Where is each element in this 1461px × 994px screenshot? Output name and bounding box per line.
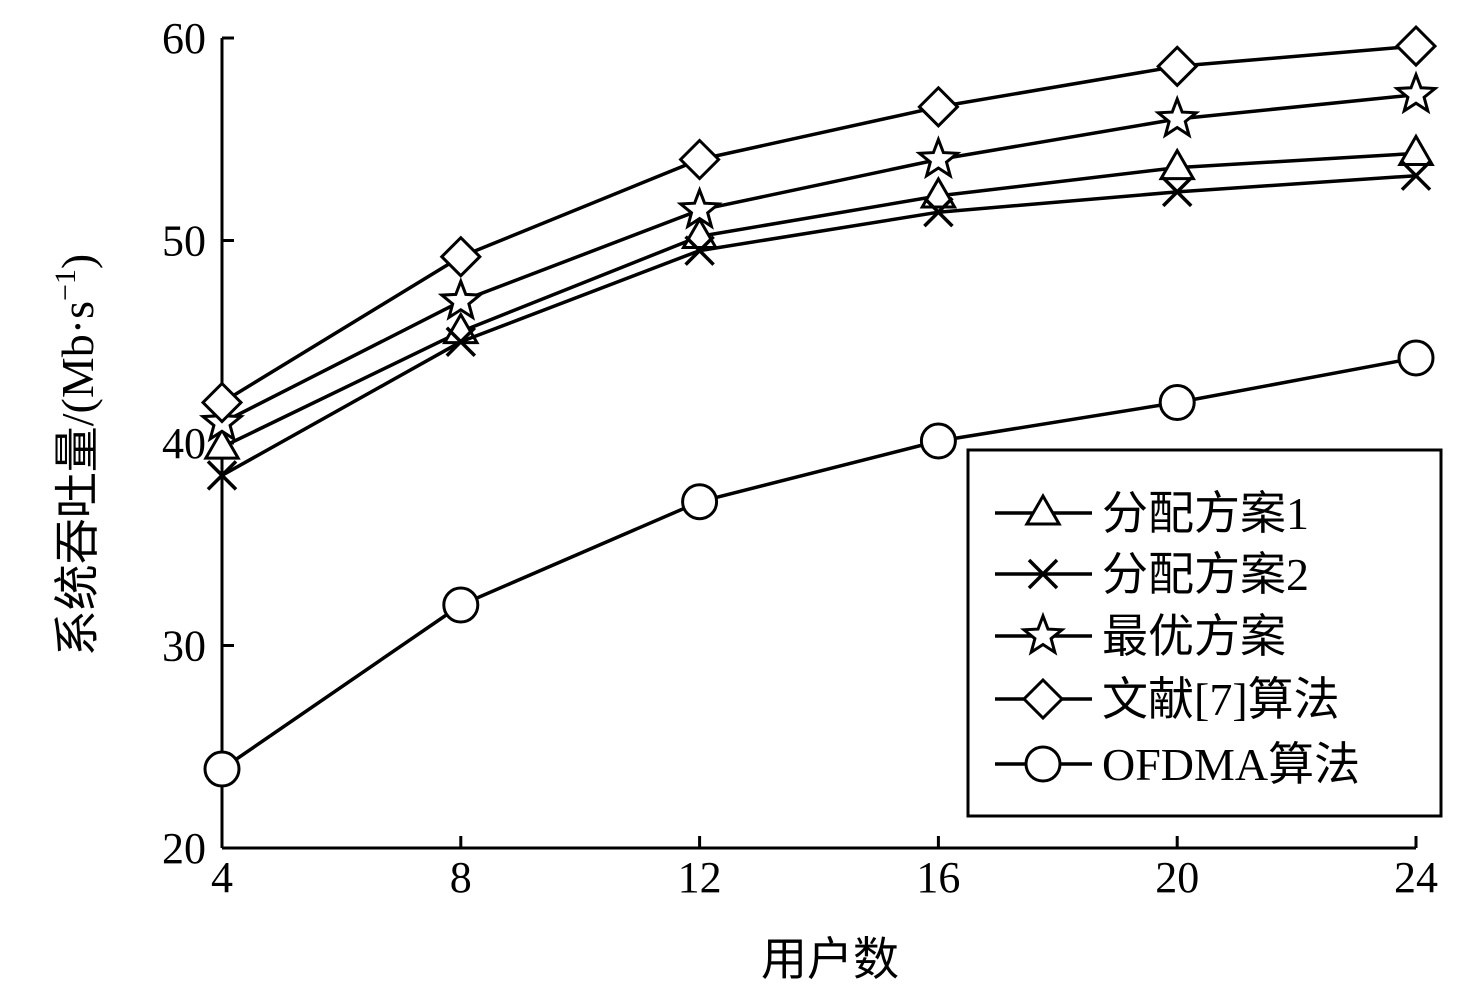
legend-marker-star: [1019, 611, 1067, 656]
x-tick-label: 24: [1394, 853, 1438, 902]
series-star: [198, 70, 1440, 443]
legend-item: 分配方案2: [995, 549, 1309, 600]
data-point-star: [437, 277, 484, 321]
series-diamond: [200, 24, 1438, 424]
series-line: [221, 356, 1417, 771]
legend-item: 文献[7]算法: [995, 674, 1340, 725]
data-point-circle: [203, 750, 241, 788]
y-tick-label: 30: [162, 622, 206, 671]
legend-label: OFDMA算法: [1102, 739, 1360, 790]
data-point-diamond: [917, 85, 960, 128]
data-point-x: [684, 235, 715, 266]
legend-marker-triangle: [1024, 492, 1062, 526]
data-point-x: [1161, 176, 1193, 208]
legend-label: 分配方案1: [1102, 488, 1309, 539]
data-point-triangle: [1158, 147, 1196, 181]
data-point-triangle: [203, 427, 241, 460]
legend-item: 最优方案: [995, 611, 1286, 662]
y-tick-label: 20: [162, 824, 206, 873]
data-point-diamond: [1156, 45, 1199, 88]
data-point-x: [206, 460, 238, 491]
data-point-circle: [1397, 339, 1435, 377]
legend-marker-diamond: [1021, 677, 1065, 721]
legend-marker-x: [1027, 558, 1059, 590]
data-point-circle: [1158, 384, 1196, 421]
y-tick-label: 60: [162, 14, 206, 63]
data-point-star: [915, 135, 962, 180]
y-axis-title-main: 系统吞吐量/(Mb·s: [52, 301, 103, 656]
legend-item: 分配方案1: [995, 488, 1309, 539]
data-point-star: [1154, 94, 1201, 139]
series-line: [221, 92, 1417, 425]
x-tick-label: 8: [450, 853, 472, 902]
series-line: [221, 44, 1417, 404]
data-point-star: [1392, 70, 1440, 115]
y-axis-title-superscript: −1: [49, 269, 82, 301]
data-point-circle: [681, 483, 719, 521]
x-tick-label: 12: [678, 853, 722, 902]
data-point-x: [445, 326, 477, 357]
series-line: [221, 151, 1417, 449]
legend-label: 分配方案2: [1102, 549, 1309, 600]
data-point-circle: [442, 586, 480, 624]
x-tick-label: 20: [1155, 853, 1199, 902]
y-axis-title-close: ): [52, 254, 103, 269]
data-point-circle: [919, 422, 957, 460]
data-point-x: [923, 196, 954, 228]
data-point-x: [1400, 160, 1432, 191]
series-layer: [198, 24, 1440, 788]
legend-marker-circle: [1024, 745, 1062, 783]
data-point-triangle: [1397, 133, 1435, 166]
data-point-star: [676, 185, 723, 230]
legend-label: 最优方案: [1102, 611, 1286, 662]
y-axis-title: 系统吞吐量/(Mb·s−1): [49, 254, 103, 656]
data-point-diamond: [678, 138, 721, 181]
x-tick-label: 4: [211, 853, 233, 902]
series-x: [206, 160, 1432, 491]
series-circle: [203, 339, 1435, 788]
legend-item: OFDMA算法: [995, 739, 1360, 790]
ticks: 4 8 12 16 20 24 20 30 40 50 60: [162, 14, 1438, 902]
y-tick-label: 50: [162, 217, 206, 266]
data-point-triangle: [919, 175, 958, 209]
data-point-diamond: [439, 235, 482, 278]
data-point-diamond: [200, 381, 244, 424]
x-tick-label: 16: [916, 853, 960, 902]
data-point-diamond: [1394, 24, 1438, 68]
x-axis-title: 用户数: [761, 934, 899, 985]
legend-label: 文献[7]算法: [1102, 674, 1340, 725]
y-tick-label: 40: [162, 419, 206, 468]
series-line: [221, 173, 1417, 477]
